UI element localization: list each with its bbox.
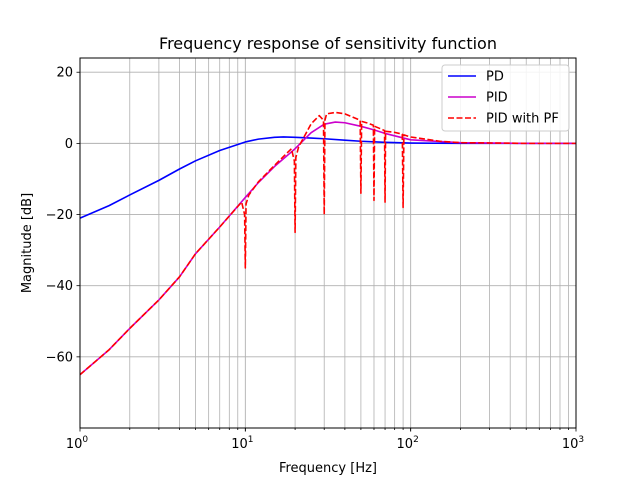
- y-tick-label: 20: [56, 66, 73, 81]
- legend-label: PD: [486, 70, 504, 85]
- x-tick-label: 101: [231, 435, 253, 452]
- x-tick-label: 103: [562, 435, 584, 452]
- grid: [80, 58, 576, 428]
- y-tick-label: −20: [46, 208, 73, 223]
- chart-title: Frequency response of sensitivity functi…: [159, 34, 497, 53]
- y-tick-label: 0: [65, 137, 73, 152]
- y-axis-label: Magnitude [dB]: [20, 193, 35, 293]
- x-tick-label: 100: [66, 435, 89, 452]
- x-axis-label: Frequency [Hz]: [279, 461, 377, 476]
- series-line-pd: [80, 136, 576, 219]
- y-tick-label: −60: [46, 350, 73, 365]
- ticks: 20 0 −20 −40 −60 100 101 102 103: [46, 66, 585, 452]
- series-lines: [80, 111, 576, 376]
- plot-frame: [79, 57, 577, 429]
- y-tick-label: −40: [46, 279, 73, 294]
- legend-box: [441, 64, 570, 132]
- legend-label: PID: [486, 91, 508, 106]
- x-tick-label: 102: [397, 435, 419, 452]
- legend-label: PID with PF: [486, 112, 559, 127]
- series-line-pid-with-pf: [80, 111, 576, 376]
- series-line-pid: [80, 121, 576, 376]
- legend: PD PID PID with PF: [441, 64, 570, 132]
